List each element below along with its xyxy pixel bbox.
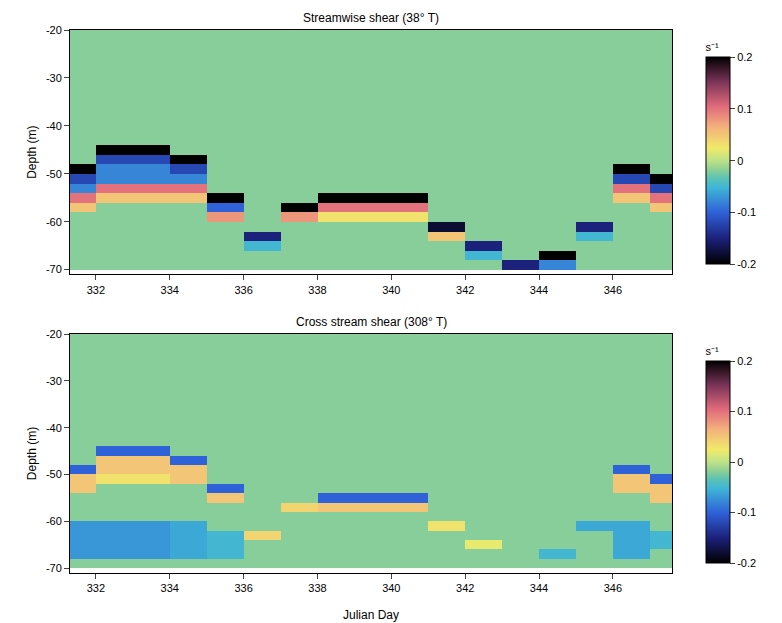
svg-text:344: 344 xyxy=(530,284,548,296)
svg-text:s⁻¹: s⁻¹ xyxy=(706,345,720,357)
svg-text:332: 332 xyxy=(87,582,105,594)
svg-text:Depth (m): Depth (m) xyxy=(25,125,39,178)
svg-text:340: 340 xyxy=(382,284,400,296)
svg-text:-60: -60 xyxy=(46,515,62,527)
svg-text:-70: -70 xyxy=(46,562,62,574)
svg-text:336: 336 xyxy=(234,582,252,594)
svg-text:-20: -20 xyxy=(46,328,62,340)
svg-text:344: 344 xyxy=(530,582,548,594)
svg-text:0.1: 0.1 xyxy=(737,405,752,417)
svg-text:342: 342 xyxy=(456,582,474,594)
svg-text:-0.1: -0.1 xyxy=(737,506,756,518)
svg-text:334: 334 xyxy=(161,582,179,594)
svg-text:0.2: 0.2 xyxy=(737,355,752,367)
svg-text:0: 0 xyxy=(737,155,743,167)
svg-text:Streamwise shear (38° T): Streamwise shear (38° T) xyxy=(303,11,439,25)
svg-text:338: 338 xyxy=(308,582,326,594)
svg-text:-70: -70 xyxy=(46,263,62,275)
svg-text:338: 338 xyxy=(308,284,326,296)
svg-text:-50: -50 xyxy=(46,468,62,480)
svg-text:s⁻¹: s⁻¹ xyxy=(706,41,720,53)
svg-text:Julian Day: Julian Day xyxy=(343,608,399,622)
svg-text:-40: -40 xyxy=(46,422,62,434)
svg-text:-0.2: -0.2 xyxy=(737,557,756,569)
svg-text:0: 0 xyxy=(737,456,743,468)
svg-text:334: 334 xyxy=(161,284,179,296)
svg-text:-0.1: -0.1 xyxy=(737,206,756,218)
svg-text:342: 342 xyxy=(456,284,474,296)
svg-text:346: 346 xyxy=(604,582,622,594)
svg-text:-50: -50 xyxy=(46,168,62,180)
svg-text:340: 340 xyxy=(382,582,400,594)
svg-text:-40: -40 xyxy=(46,120,62,132)
svg-text:336: 336 xyxy=(234,284,252,296)
svg-text:0.1: 0.1 xyxy=(737,103,752,115)
svg-text:Depth (m): Depth (m) xyxy=(25,427,39,480)
svg-text:Cross stream shear (308° T): Cross stream shear (308° T) xyxy=(296,315,447,329)
svg-text:-60: -60 xyxy=(46,216,62,228)
svg-text:-30: -30 xyxy=(46,72,62,84)
svg-text:-20: -20 xyxy=(46,24,62,36)
svg-text:-30: -30 xyxy=(46,375,62,387)
svg-text:332: 332 xyxy=(87,284,105,296)
svg-text:-0.2: -0.2 xyxy=(737,258,756,270)
svg-text:0.2: 0.2 xyxy=(737,51,752,63)
svg-text:346: 346 xyxy=(604,284,622,296)
